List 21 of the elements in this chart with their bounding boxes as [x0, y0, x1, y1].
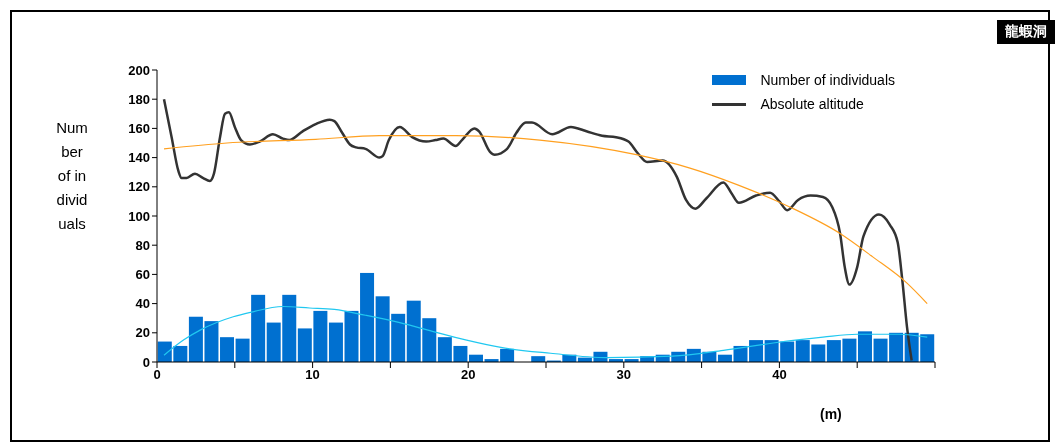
y-tick-label: 20 — [135, 325, 150, 341]
y-tick-label: 80 — [135, 237, 150, 253]
y-tick-label: 60 — [135, 267, 150, 283]
y-tick-label: 200 — [128, 62, 150, 78]
text: 龍蝦洞 — [997, 20, 1055, 44]
x-tick-label: 0 — [153, 367, 161, 383]
x-axis-title: (m) — [820, 406, 842, 422]
x-tick-label: 10 — [305, 367, 320, 383]
y-tick-label: 120 — [128, 179, 150, 195]
y-tick-label: 0 — [142, 354, 150, 370]
y-axis-title: Number of individuals — [56, 118, 88, 234]
y-tick-label: 140 — [128, 150, 150, 166]
x-tick-label: 20 — [460, 367, 476, 383]
legend-label: Number of individuals — [760, 72, 895, 88]
y-tick-label: 100 — [128, 208, 150, 224]
y-tick-label: 40 — [135, 296, 150, 312]
y-tick-label: 160 — [128, 121, 150, 137]
x-tick-label: 40 — [772, 367, 787, 383]
legend-label: Absolute altitude — [760, 96, 864, 112]
y-tick-label: 180 — [128, 91, 150, 107]
x-tick-label: 30 — [616, 367, 632, 383]
